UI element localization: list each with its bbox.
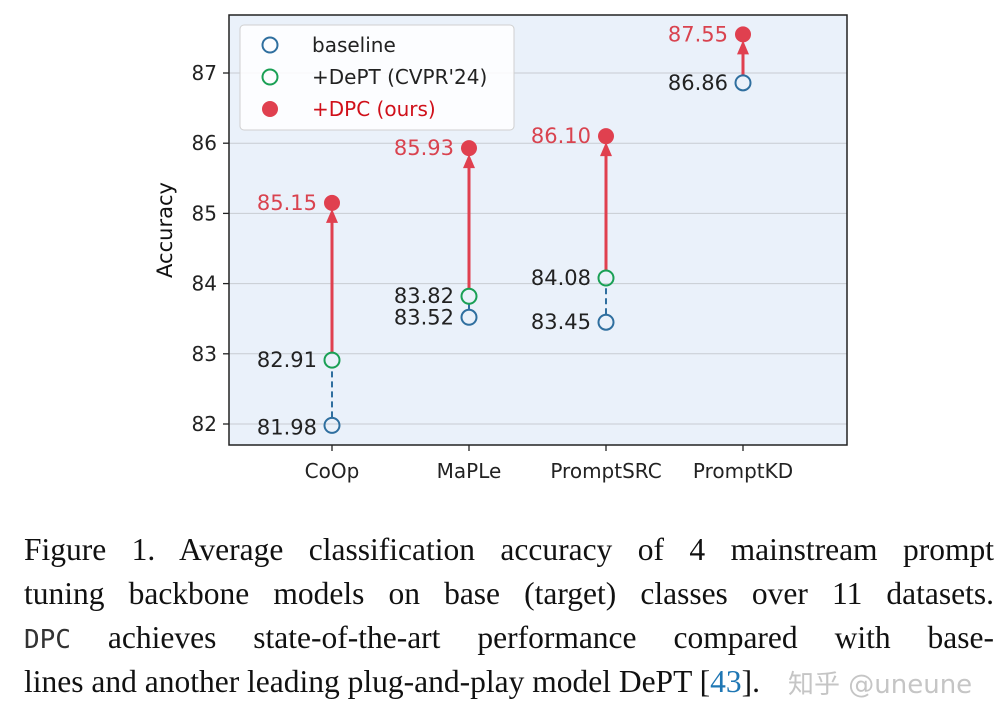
arrow-head: [600, 142, 612, 157]
y-tick-label: 82: [192, 412, 217, 436]
data-label: 83.45: [531, 310, 591, 334]
legend-marker: [261, 68, 279, 86]
x-tick-label: CoOp: [305, 459, 360, 483]
data-label: 86.86: [668, 71, 728, 95]
y-axis-label: Accuracy: [153, 182, 177, 278]
caption-line-4: lines and another leading plug-and-play …: [24, 660, 760, 704]
data-label: 83.52: [394, 305, 454, 329]
y-tick-label: 83: [192, 342, 217, 366]
data-point-2: [324, 194, 340, 211]
data-label: 86.10: [531, 124, 591, 148]
legend-marker: [262, 101, 278, 117]
data-label: 85.93: [394, 136, 454, 160]
caption-line-3-text: achieves state-of-the-art performance co…: [70, 620, 994, 655]
data-point-0: [597, 313, 615, 331]
y-tick-label: 84: [192, 272, 217, 296]
data-point-2: [735, 26, 751, 43]
plot-frame: [228, 14, 848, 446]
method-name: DPC: [24, 625, 71, 655]
caption-line-4-text: lines and another leading plug-and-play …: [24, 664, 711, 699]
data-label: 82.91: [257, 348, 317, 372]
data-label: 83.82: [394, 284, 454, 308]
caption-line-4-end: ].: [741, 664, 760, 699]
data-point-0: [734, 74, 752, 92]
y-tick-label: 85: [192, 201, 217, 225]
caption-line-1: Figure 1. Average classification accurac…: [24, 532, 994, 567]
legend-marker: [261, 36, 279, 54]
data-point-2: [461, 140, 477, 157]
legend-label: +DePT (CVPR'24): [312, 65, 487, 89]
caption-line-3: DPC achieves state-of-the-art performanc…: [24, 616, 994, 662]
data-point-2: [598, 128, 614, 145]
chart: 82 83 84 85 86 87 CoOp MaPLe PromptSRC PromptKD Ac…: [153, 14, 848, 483]
x-tick-label: PromptSRC: [550, 459, 661, 483]
data-point-0: [323, 416, 341, 434]
y-tick-label: 87: [192, 61, 217, 85]
y-tick-label: 86: [192, 131, 217, 155]
arrow-head: [326, 208, 338, 223]
legend-label: baseline: [312, 33, 396, 57]
x-tick-label: MaPLe: [437, 459, 502, 483]
data-point-1: [597, 269, 615, 287]
watermark: 知乎 @uneune: [788, 670, 973, 700]
citation-link[interactable]: 43: [710, 664, 742, 699]
x-tick-label: PromptKD: [693, 459, 793, 483]
legend-label: +DPC (ours): [312, 97, 436, 121]
caption-line-2: tuning backbone models on base (target) …: [24, 576, 994, 611]
arrow-head: [737, 40, 749, 55]
arrow-head: [463, 154, 475, 169]
data-point-0: [460, 308, 478, 326]
data-label: 84.08: [531, 266, 591, 290]
data-label: 81.98: [257, 415, 317, 439]
data-label: 87.55: [668, 22, 728, 46]
legend: [239, 24, 515, 131]
data-point-1: [460, 287, 478, 305]
data-point-1: [323, 351, 341, 369]
data-label: 85.15: [257, 191, 317, 215]
